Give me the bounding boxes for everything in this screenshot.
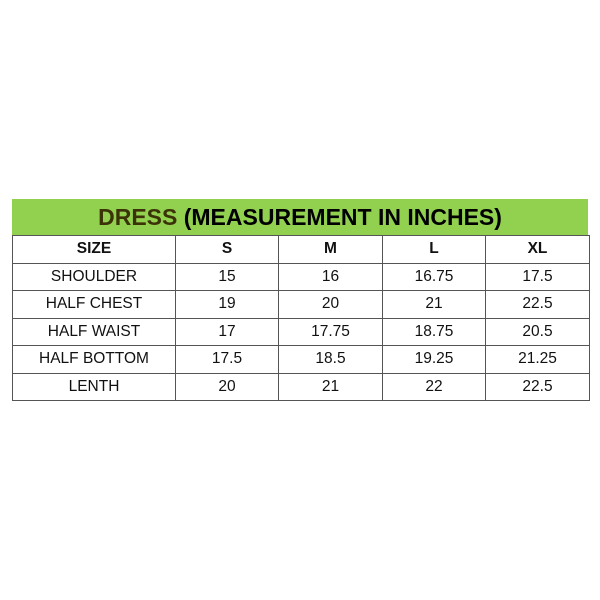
row-label: HALF CHEST [12, 290, 176, 319]
table-cell: L [382, 235, 486, 264]
table-header-row: SIZE S M L XL [12, 235, 590, 264]
row-label: HALF BOTTOM [12, 345, 176, 374]
table-cell: 22.5 [485, 290, 590, 319]
table-cell: 22 [382, 372, 486, 401]
table-cell: 19 [175, 290, 279, 319]
table-cell: 17 [175, 317, 279, 346]
row-label: HALF WAIST [12, 317, 176, 346]
table-cell: M [278, 235, 383, 264]
table-cell: 21 [382, 290, 486, 319]
title-dress: DRESS [98, 204, 178, 230]
row-label: LENTH [12, 372, 176, 401]
table-cell: 18.5 [278, 345, 383, 374]
table-row: HALF BOTTOM 17.5 18.5 19.25 21.25 [12, 345, 590, 374]
table-cell: 20.5 [485, 317, 590, 346]
table-cell: 21 [278, 372, 383, 401]
table-cell: 17.5 [485, 262, 590, 291]
title-rest: (MEASUREMENT IN INCHES) [177, 204, 502, 230]
table-cell: S [175, 235, 279, 264]
table-cell: 16 [278, 262, 383, 291]
table-cell: 15 [175, 262, 279, 291]
table-cell: 17.75 [278, 317, 383, 346]
row-label: SHOULDER [12, 262, 176, 291]
table-cell: XL [485, 235, 590, 264]
row-label: SIZE [12, 235, 176, 264]
table-row: LENTH 20 21 22 22.5 [12, 372, 590, 401]
table-row: HALF WAIST 17 17.75 18.75 20.5 [12, 317, 590, 346]
table-cell: 18.75 [382, 317, 486, 346]
table-cell: 17.5 [175, 345, 279, 374]
table-cell: 20 [278, 290, 383, 319]
table-cell: 20 [175, 372, 279, 401]
table-row: HALF CHEST 19 20 21 22.5 [12, 290, 590, 319]
chart-title: DRESS (MEASUREMENT IN INCHES) [12, 199, 588, 235]
table-cell: 22.5 [485, 372, 590, 401]
size-table: SIZE S M L XL SHOULDER 15 16 16.75 17.5 HALF CHEST… [12, 235, 590, 401]
table-cell: 19.25 [382, 345, 486, 374]
table-cell: 16.75 [382, 262, 486, 291]
table-cell: 21.25 [485, 345, 590, 374]
table-row: SHOULDER 15 16 16.75 17.5 [12, 262, 590, 291]
